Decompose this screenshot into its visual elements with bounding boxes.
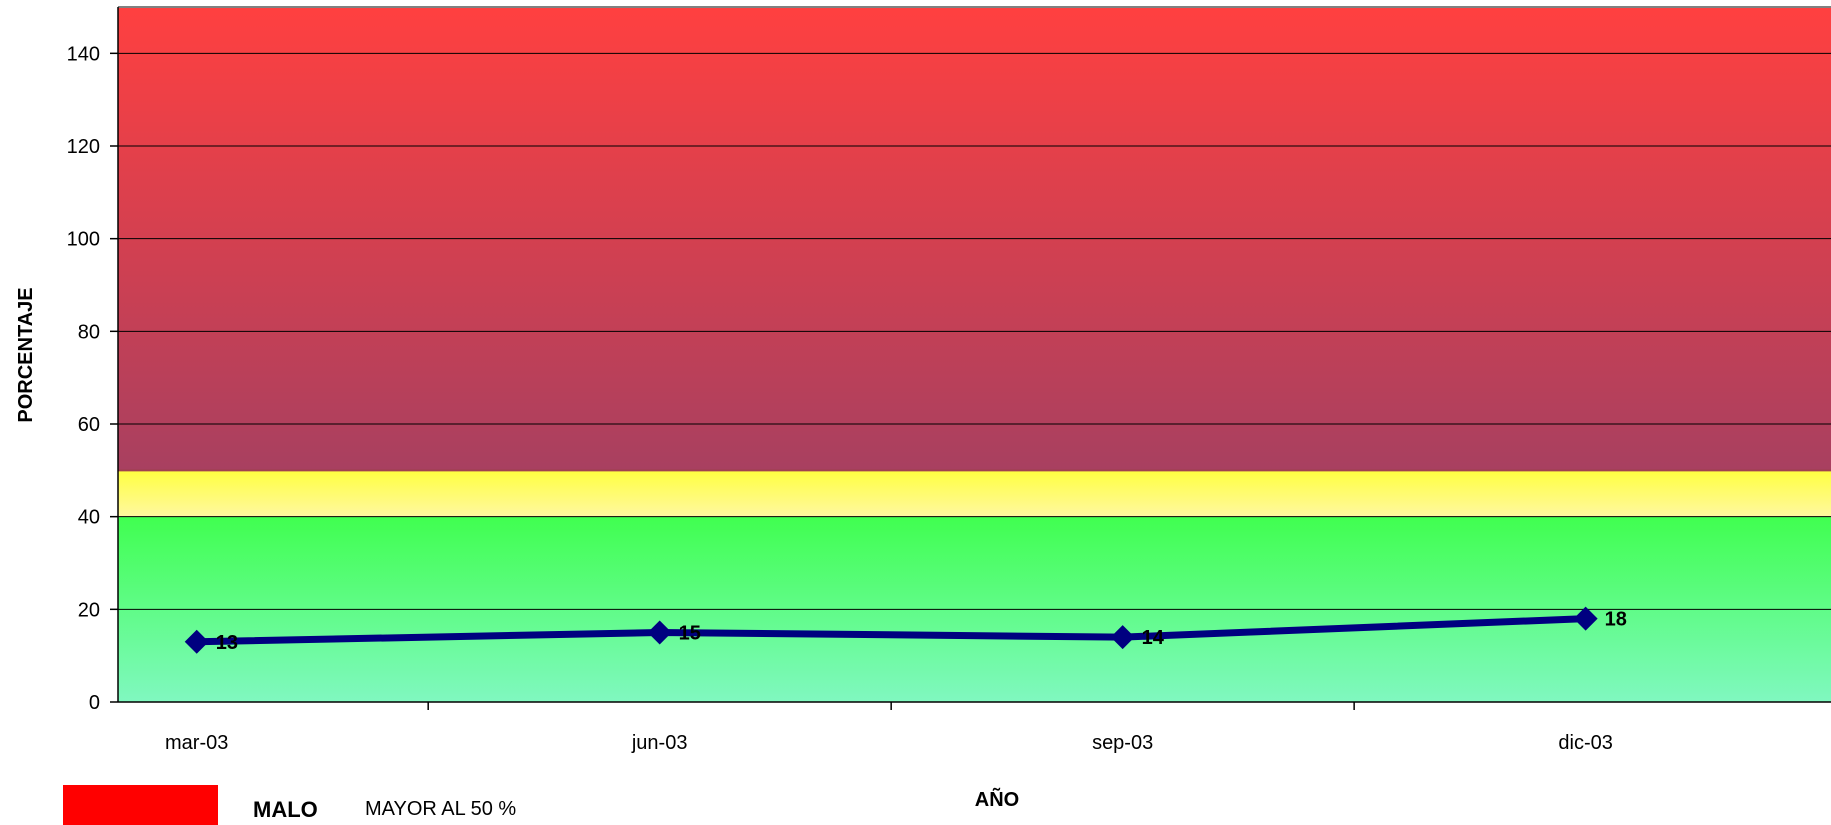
data-label-0-2: 14: [1142, 627, 1165, 649]
data-point-0-2: [1110, 625, 1135, 650]
data-label-0-3: 18: [1605, 609, 1627, 631]
y-tick-label-20: 20: [78, 599, 100, 621]
axes: [110, 7, 1831, 710]
y-tick-label-40: 40: [78, 507, 100, 529]
series-group: 13 15 14 18: [184, 606, 1627, 654]
x-tick-label-1: jun-03: [631, 732, 688, 754]
legend-swatch: [63, 785, 218, 825]
series-line-0: [196, 615, 1586, 646]
x-tick-labels: mar-03 jun-03 sep-03 dic-03: [165, 732, 1613, 754]
x-tick-label-0: mar-03: [165, 732, 228, 754]
y-tick-label-140: 140: [67, 43, 100, 65]
y-tick-label-80: 80: [78, 321, 100, 343]
y-tick-label-100: 100: [67, 229, 100, 251]
x-tick-label-3: dic-03: [1558, 732, 1612, 754]
legend-label: MALO: [253, 797, 318, 822]
data-label-0-1: 15: [679, 623, 701, 645]
gridlines: [118, 52, 1831, 610]
data-point-0-3: [1573, 606, 1598, 631]
y-tick-label-0: 0: [89, 692, 100, 714]
data-label-0-0: 13: [216, 632, 238, 654]
background-bands: [118, 6, 1831, 702]
y-axis-title: PORCENTAJE: [15, 287, 37, 422]
data-point-0-0: [184, 629, 209, 654]
band-1: [118, 470, 1831, 517]
data-point-0-1: [647, 620, 672, 645]
y-tick-labels: 0 20 40 60 80 100 120 140: [67, 43, 100, 714]
x-tick-label-2: sep-03: [1092, 732, 1153, 754]
y-tick-label-120: 120: [67, 136, 100, 158]
legend-description: MAYOR AL 50 %: [365, 798, 517, 820]
x-axis-title: AÑO: [975, 788, 1019, 811]
y-tick-label-60: 60: [78, 414, 100, 436]
